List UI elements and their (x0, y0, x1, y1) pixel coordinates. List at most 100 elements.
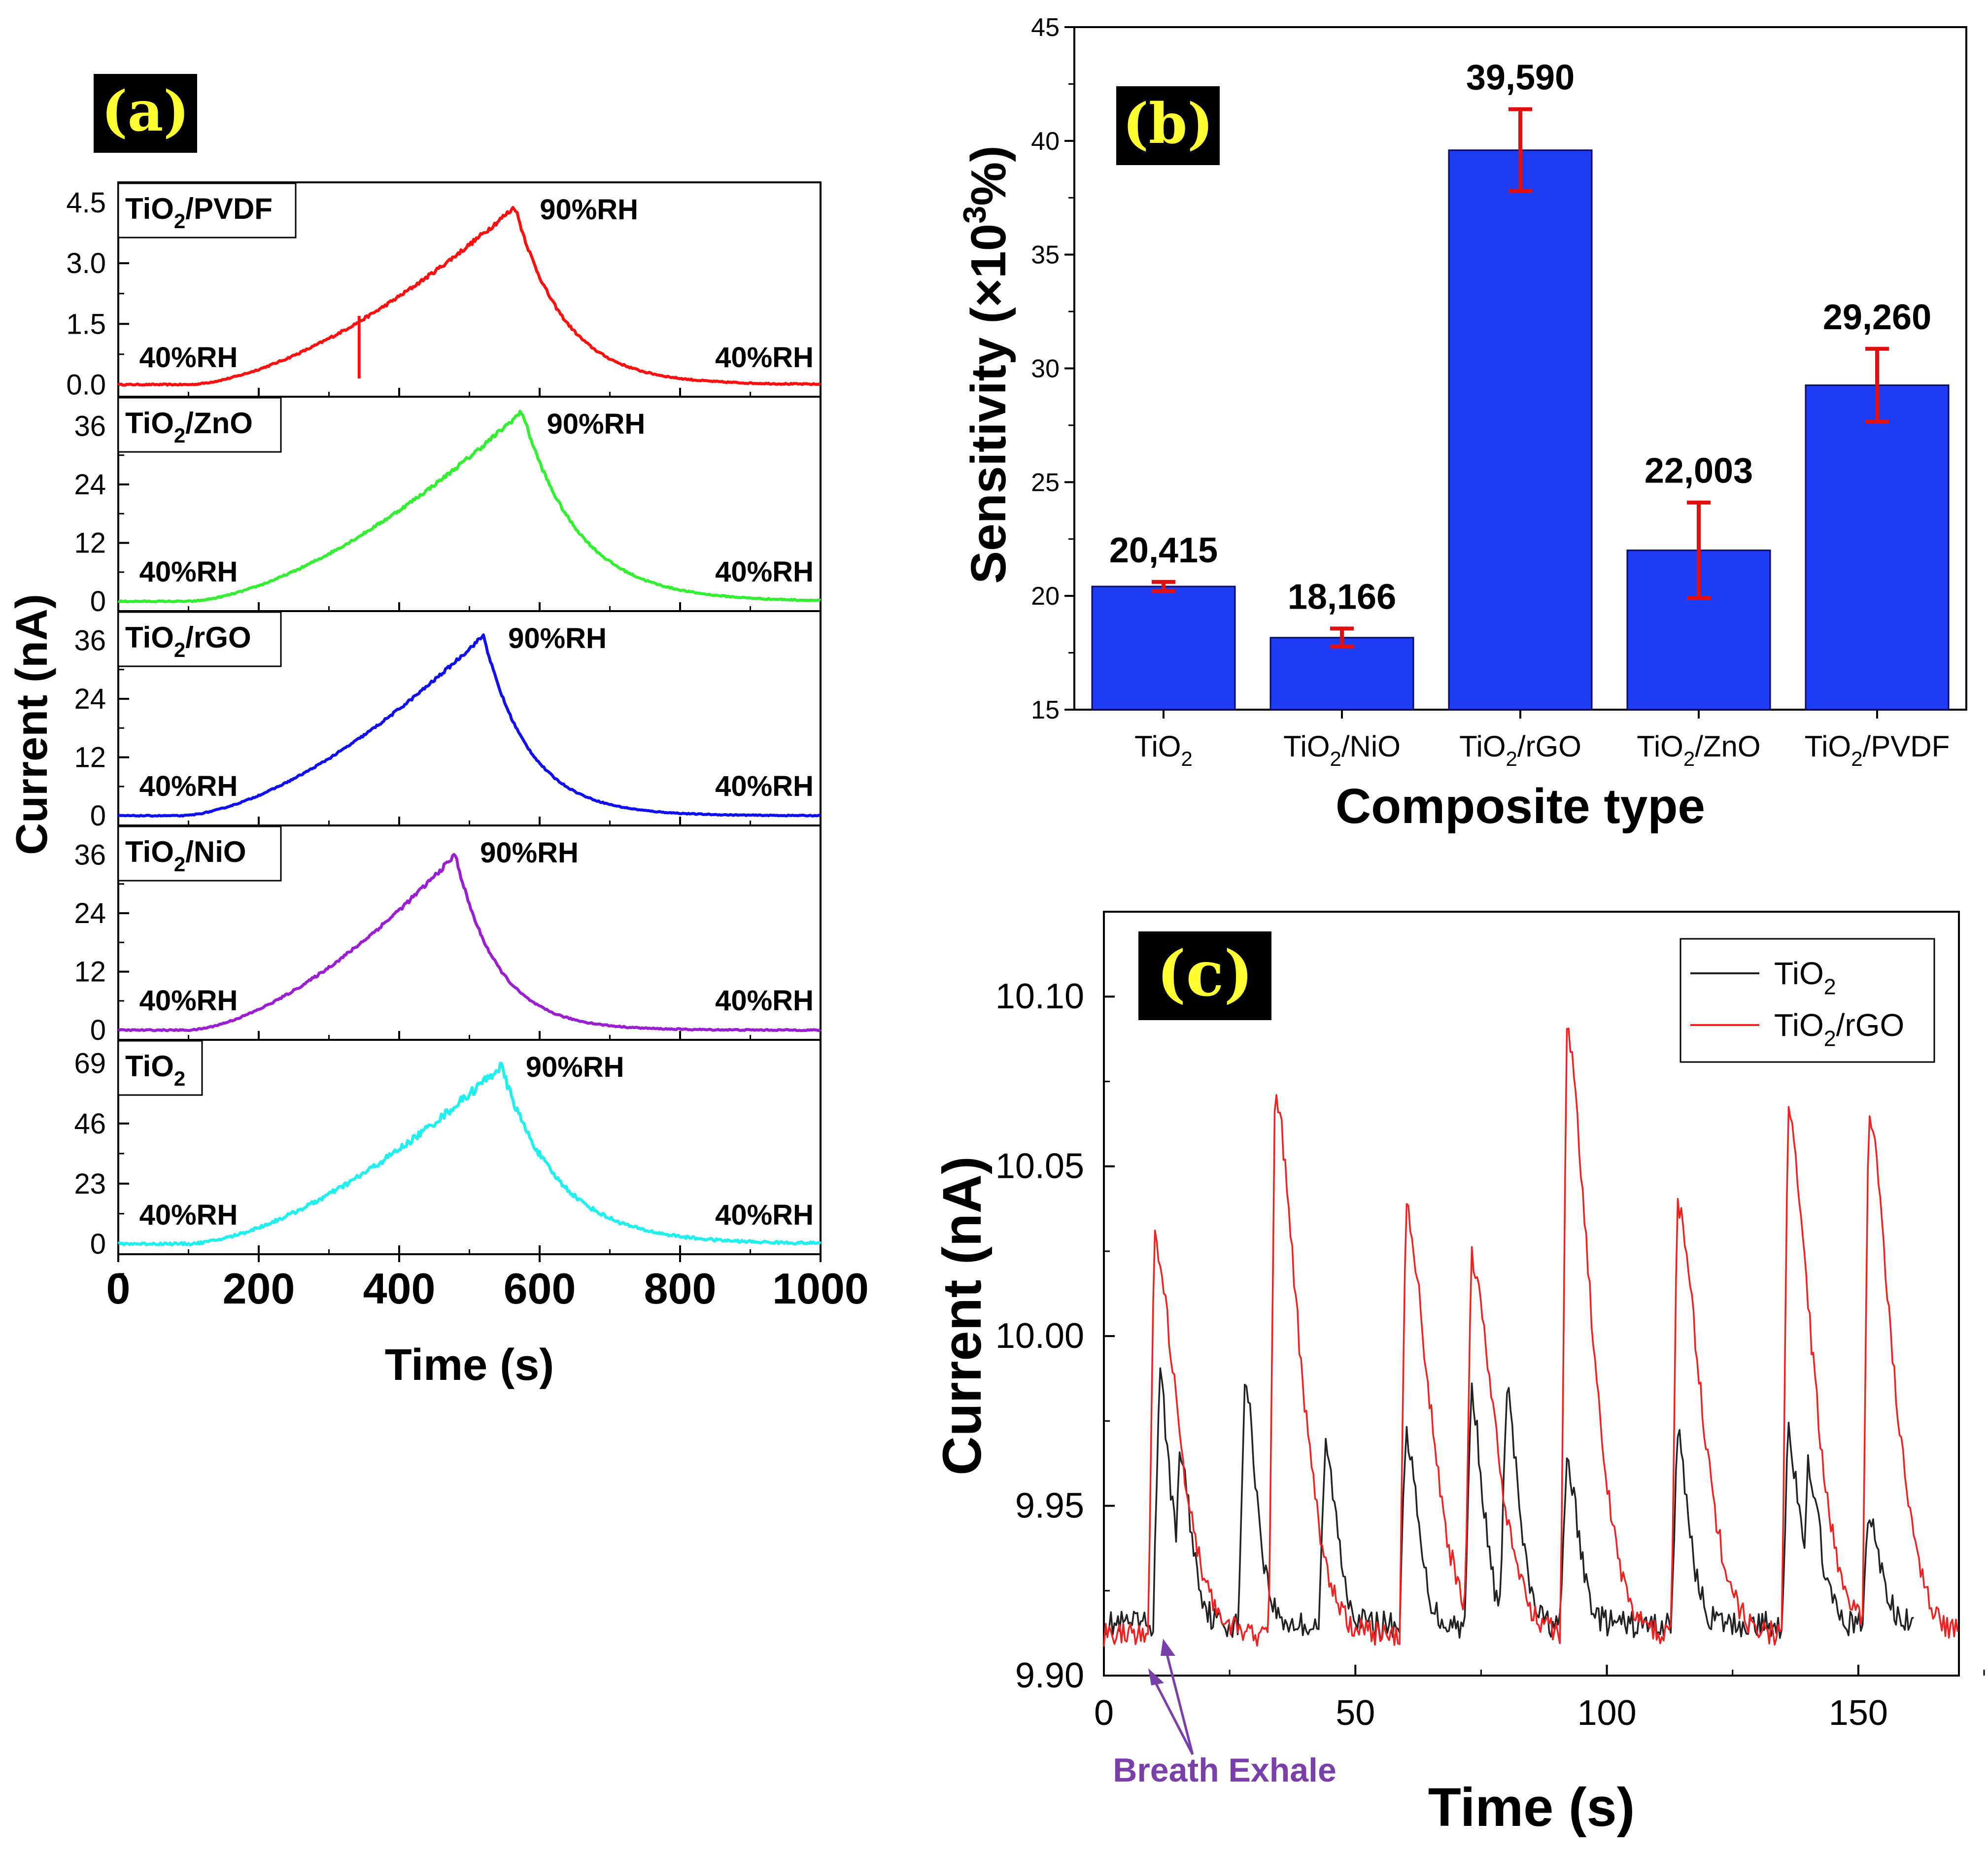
category-label: TiO2/ZnO (1637, 730, 1760, 770)
y-tick-label: 0 (90, 1228, 106, 1260)
x-tick-label-a: 200 (223, 1264, 295, 1313)
bar-value-label: 18,166 (1288, 577, 1396, 617)
series-label-box (117, 182, 297, 239)
rh-low-left: 40%RH (139, 556, 238, 588)
y-tick-label: 36 (74, 410, 106, 442)
series-label-box (117, 825, 282, 882)
rh-low-right: 40%RH (715, 985, 814, 1017)
series-line-a (117, 410, 822, 604)
rh-high: 90%RH (526, 1051, 624, 1083)
y-tick-label: 24 (74, 469, 106, 501)
category-label: TiO2/rGO (1459, 730, 1581, 770)
y-tick-label-c: 9.95 (1015, 1486, 1084, 1526)
x-axis-title-b: Composite type (1336, 779, 1705, 834)
y-tick-label: 0 (90, 800, 106, 832)
y-tick-label: 12 (74, 956, 106, 988)
y-tick-label: 0 (90, 585, 106, 618)
rh-low-right: 40%RH (715, 1199, 814, 1231)
x-tick-label-a: 400 (363, 1264, 436, 1313)
rh-low-left: 40%RH (139, 770, 238, 802)
rh-high: 90%RH (540, 194, 638, 226)
panel-label-a: (a) (102, 79, 190, 144)
rh-low-right: 40%RH (715, 342, 814, 374)
y-axis-title-b: Sensitivity (×103%) (957, 145, 1016, 583)
rh-low-left: 40%RH (139, 342, 238, 374)
rh-high: 90%RH (508, 622, 607, 654)
x-tick-label-a: 800 (644, 1264, 717, 1313)
rh-low-left: 40%RH (139, 1199, 238, 1231)
rh-low-right: 40%RH (715, 770, 814, 802)
panel-label-a-bg (94, 74, 197, 153)
series-line-a (118, 633, 822, 818)
y-axis-title-c: Current (nA) (932, 1156, 993, 1476)
x-axis-title-c: Time (s) (1428, 1777, 1635, 1838)
series-label: TiO2 (125, 1050, 185, 1090)
y-tick-label: 4.5 (66, 187, 106, 219)
bar (1448, 149, 1593, 711)
y-tick-label-b: 20 (1031, 582, 1060, 611)
rh-high: 90%RH (480, 837, 579, 869)
y-tick-label-c: 9.90 (1015, 1656, 1084, 1695)
y-tick-label: 0 (90, 1014, 106, 1046)
y-tick-label: 36 (74, 624, 106, 656)
series-label-box (117, 611, 282, 667)
x-axis-title-a: Time (s) (385, 1340, 554, 1390)
x-tick-label-c: 50 (1336, 1693, 1375, 1733)
bar (1091, 585, 1236, 711)
panel-label-c: (c) (1157, 937, 1253, 1010)
plot-frame-c (1103, 911, 1960, 1677)
category-label: TiO2/PVDF (1805, 730, 1950, 770)
x-tick-label-a: 1000 (772, 1264, 869, 1313)
series-line-a (117, 1062, 822, 1247)
y-tick-label: 46 (74, 1108, 106, 1140)
y-tick-label-c: 10.10 (995, 977, 1084, 1016)
y-tick-label: 23 (74, 1168, 106, 1200)
y-tick-label: 69 (74, 1048, 106, 1080)
series-line-c (1103, 1367, 1914, 1639)
y-tick-label: 3.0 (66, 247, 106, 279)
series-label: TiO2/rGO (125, 621, 251, 661)
panel-label-b: (b) (1123, 92, 1213, 156)
panel-label-c-bg (1138, 931, 1271, 1020)
x-tick-label-c: 100 (1577, 1693, 1637, 1733)
category-label: TiO2 (1134, 730, 1193, 770)
annotation-arrowhead (1148, 1668, 1164, 1685)
rh-low-right: 40%RH (715, 556, 814, 588)
legend-box (1680, 938, 1935, 1063)
y-axis-title-a: Current (nA) (7, 594, 57, 855)
x-tick-label-a: 600 (504, 1264, 576, 1313)
y-tick-label: 36 (74, 839, 106, 871)
y-tick-label-b: 30 (1031, 355, 1060, 383)
annotation-arrow (1164, 1648, 1194, 1755)
y-tick-label-b: 15 (1031, 696, 1060, 724)
rh-high: 90%RH (547, 408, 645, 440)
series-label-box (117, 397, 282, 453)
series-label: TiO2/PVDF (125, 192, 273, 233)
legend-label: TiO2 (1774, 956, 1836, 999)
legend-label: TiO2/rGO (1774, 1007, 1904, 1051)
bar-value-label: 39,590 (1466, 58, 1575, 98)
series-label-box (117, 1040, 203, 1096)
y-tick-label-b: 45 (1031, 13, 1060, 42)
bar-value-label: 20,415 (1109, 531, 1218, 570)
annotation-arrow (1152, 1677, 1194, 1755)
annotation-breath-exhale: Breath Exhale (1113, 1751, 1337, 1789)
bar (1805, 384, 1950, 711)
y-tick-label-b: 35 (1031, 241, 1060, 270)
y-tick-label: 12 (74, 742, 106, 774)
category-label: TiO2/NiO (1283, 730, 1401, 770)
x-tick-label-a: 0 (106, 1264, 131, 1313)
y-tick-label: 1.5 (66, 308, 106, 340)
x-tick-label-c: 150 (1829, 1693, 1888, 1733)
y-tick-label-c: 10.00 (995, 1316, 1084, 1356)
panel-label-b-bg (1116, 86, 1220, 165)
series-label: TiO2/NiO (125, 835, 246, 876)
x-tick-label-c: 0 (1094, 1693, 1114, 1733)
y-tick-label-b: 25 (1031, 468, 1060, 497)
y-tick-label-b: 40 (1031, 127, 1060, 156)
bar-value-label: 22,003 (1645, 451, 1753, 491)
rh-low-left: 40%RH (139, 985, 238, 1017)
y-tick-label: 0.0 (66, 369, 106, 401)
series-line-a (117, 853, 822, 1032)
